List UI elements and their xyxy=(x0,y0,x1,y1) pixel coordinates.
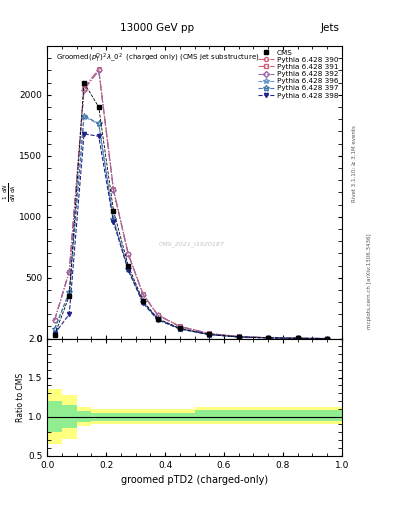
Y-axis label: $\frac{1}{\mathrm{d}N}\frac{\mathrm{d}N}{\mathrm{d}\lambda}$: $\frac{1}{\mathrm{d}N}\frac{\mathrm{d}N}… xyxy=(2,183,18,202)
Text: Jets: Jets xyxy=(321,23,340,33)
Text: Groomed$(p_T^D)^2\lambda\_0^2$  (charged only) (CMS jet substructure): Groomed$(p_T^D)^2\lambda\_0^2$ (charged … xyxy=(56,52,259,65)
Y-axis label: Ratio to CMS: Ratio to CMS xyxy=(16,373,25,422)
X-axis label: groomed pTD2 (charged-only): groomed pTD2 (charged-only) xyxy=(121,475,268,485)
Text: 13000 GeV pp: 13000 GeV pp xyxy=(120,23,194,33)
Text: Rivet 3.1.10; ≥ 3.1M events: Rivet 3.1.10; ≥ 3.1M events xyxy=(352,125,357,202)
Text: CMS_2021_I1920187: CMS_2021_I1920187 xyxy=(159,241,225,247)
Text: mcplots.cern.ch [arXiv:1306.3436]: mcplots.cern.ch [arXiv:1306.3436] xyxy=(367,234,373,329)
Legend: CMS, Pythia 6.428 390, Pythia 6.428 391, Pythia 6.428 392, Pythia 6.428 396, Pyt: CMS, Pythia 6.428 390, Pythia 6.428 391,… xyxy=(257,48,340,100)
